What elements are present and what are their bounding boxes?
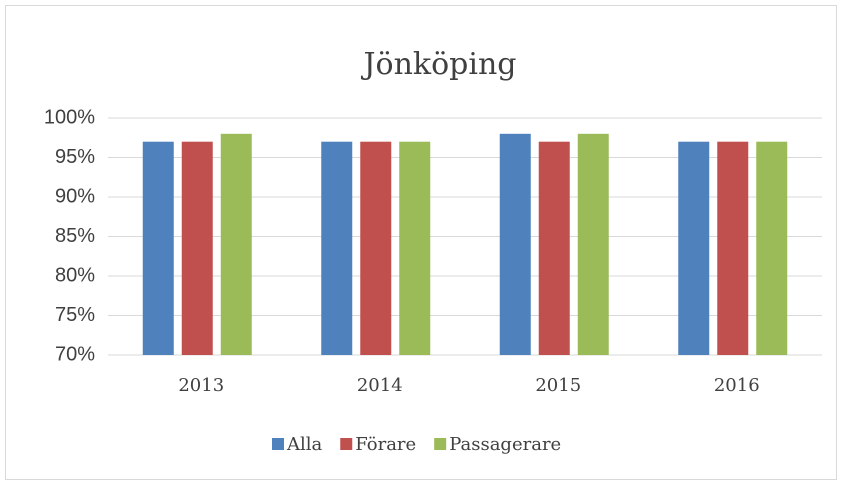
- bar: [181, 141, 213, 355]
- bar: [538, 141, 570, 355]
- bar: [717, 141, 749, 355]
- y-tick-label: 75%: [55, 304, 95, 326]
- y-tick-label: 95%: [55, 146, 95, 168]
- legend-label: Passagerare: [449, 434, 561, 455]
- x-tick-label: 2015: [535, 375, 581, 396]
- legend-label: Alla: [286, 434, 323, 455]
- bar: [399, 141, 431, 355]
- bar: [360, 141, 392, 355]
- x-tick-label: 2014: [357, 375, 403, 396]
- bar: [678, 141, 710, 355]
- x-tick-label: 2013: [178, 375, 224, 396]
- legend-label: Förare: [355, 434, 416, 455]
- y-tick-label: 90%: [55, 185, 95, 207]
- bar: [142, 141, 174, 355]
- legend-swatch: [272, 438, 284, 450]
- bar: [499, 133, 531, 355]
- bar: [321, 141, 353, 355]
- y-tick-label: 85%: [55, 225, 95, 247]
- y-tick-label: 80%: [55, 264, 95, 286]
- bar: [577, 133, 609, 355]
- legend-swatch: [434, 438, 447, 450]
- bar: [756, 141, 788, 355]
- y-tick-label: 100%: [44, 106, 95, 128]
- x-tick-label: 2016: [714, 375, 760, 396]
- legend-swatch: [340, 438, 353, 450]
- y-tick-label: 70%: [55, 343, 95, 365]
- chart-title: Jönköping: [361, 47, 517, 82]
- bar: [220, 133, 252, 355]
